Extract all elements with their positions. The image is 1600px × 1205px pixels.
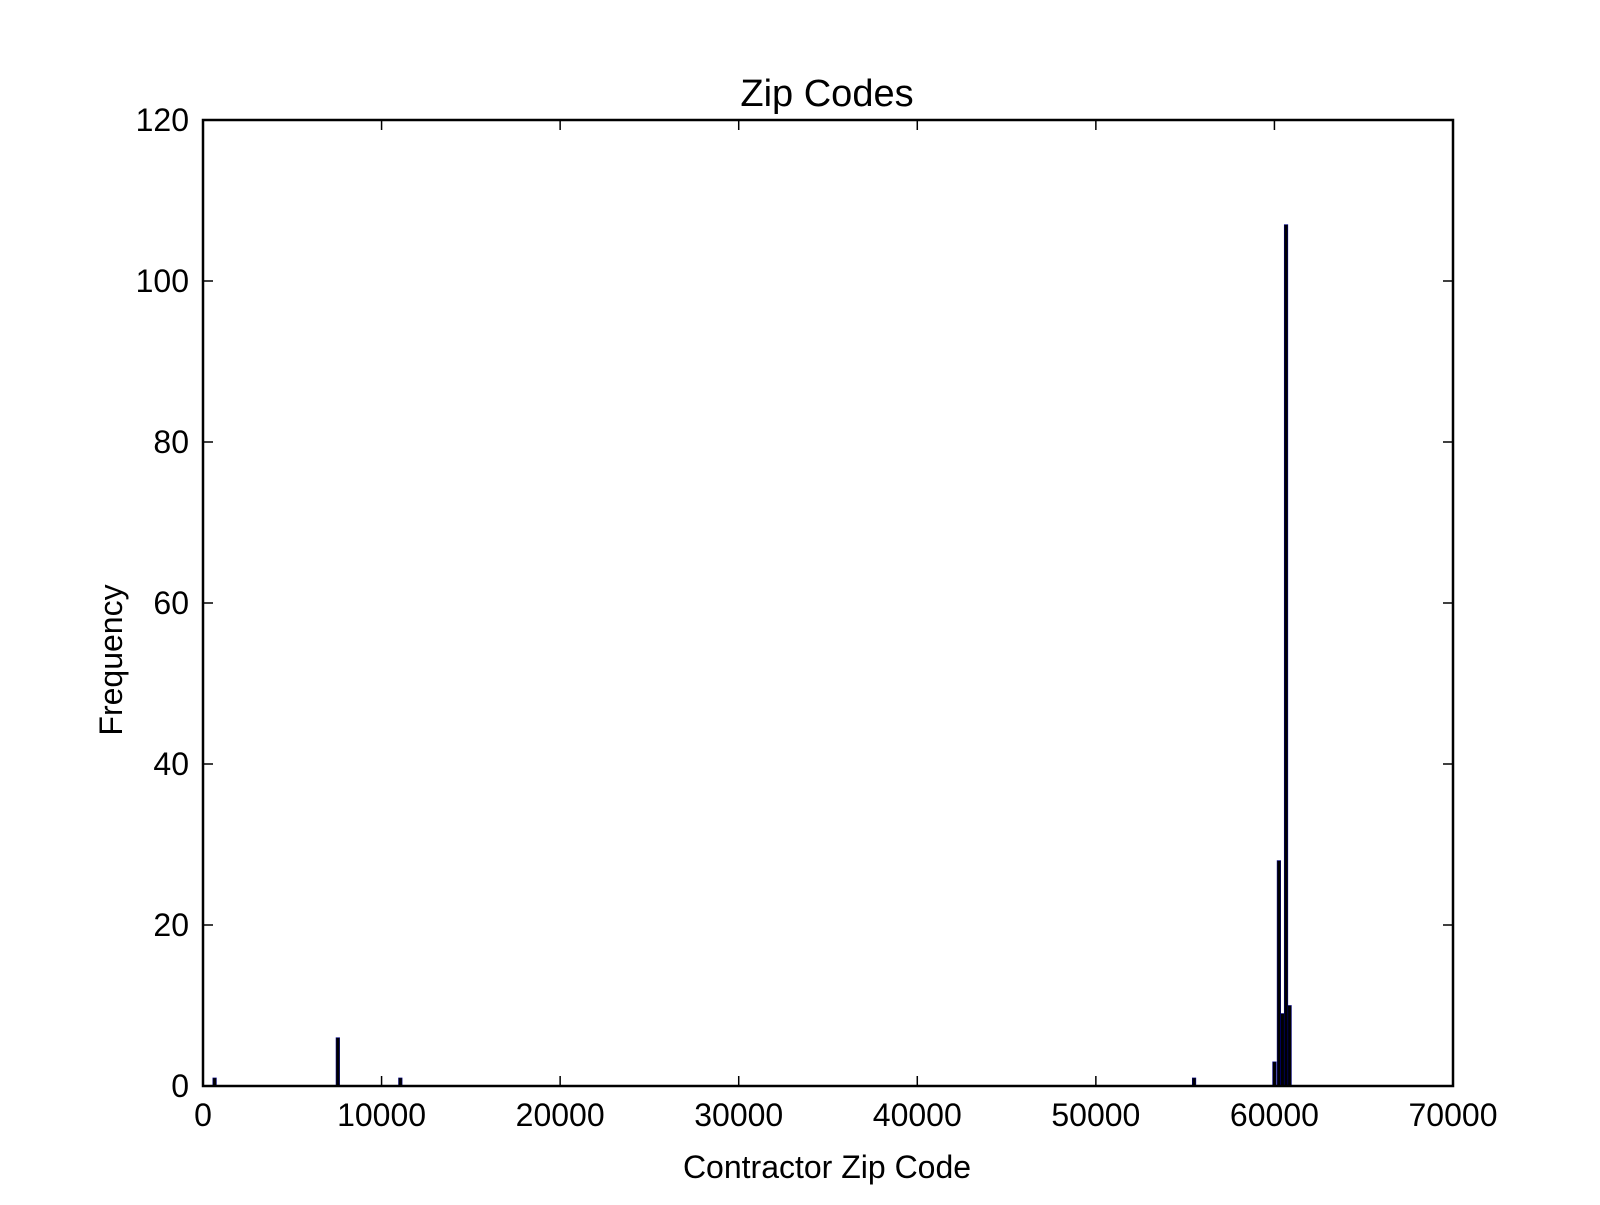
y-tick-label: 80	[153, 424, 189, 460]
y-tick-label: 40	[153, 746, 189, 782]
y-tick-label: 120	[136, 102, 189, 138]
histogram-bar	[1280, 1013, 1285, 1087]
bars-group	[212, 224, 1292, 1087]
y-tick-label: 0	[171, 1068, 189, 1104]
y-tick-label: 60	[153, 585, 189, 621]
x-tick-label: 60000	[1230, 1097, 1319, 1133]
x-axis-label: Contractor Zip Code	[683, 1149, 971, 1185]
plot-background	[203, 120, 1453, 1086]
histogram-bar	[1283, 224, 1289, 1087]
x-tick-label: 0	[194, 1097, 212, 1133]
y-tick-label: 20	[153, 907, 189, 943]
y-axis-label: Frequency	[93, 584, 129, 735]
x-tick-label: 70000	[1409, 1097, 1498, 1133]
chart-title: Zip Codes	[740, 73, 913, 115]
axes-group: 0 10000 20000 30000 40000 50000 60000 70000 0 20 4…	[136, 102, 1498, 1133]
histogram-bar	[335, 1037, 340, 1087]
x-tick-label: 10000	[337, 1097, 426, 1133]
x-tick-label: 20000	[516, 1097, 605, 1133]
y-tick-label: 100	[136, 263, 189, 299]
histogram-bar	[1276, 860, 1281, 1087]
x-tick-label: 50000	[1051, 1097, 1140, 1133]
histogram-bar	[1287, 1005, 1292, 1087]
x-tick-label: 40000	[873, 1097, 962, 1133]
plot-area	[203, 120, 1453, 1086]
x-tick-label: 30000	[694, 1097, 783, 1133]
